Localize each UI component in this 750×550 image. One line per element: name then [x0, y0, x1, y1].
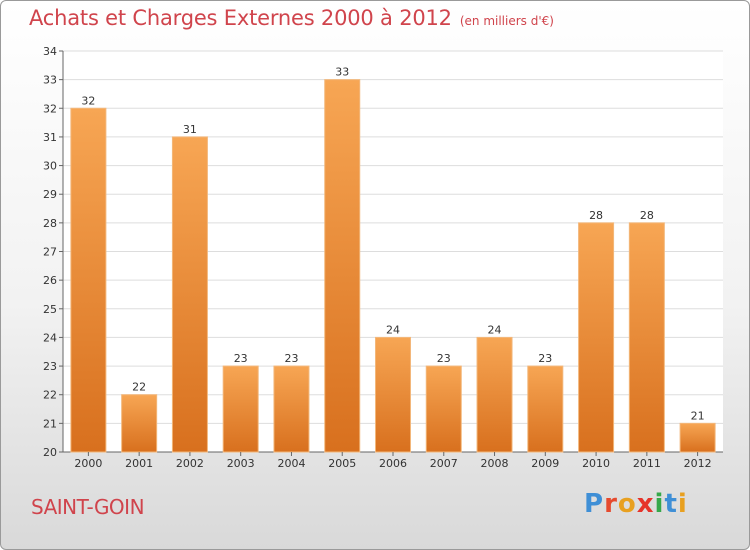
town-name: SAINT-GOIN — [31, 495, 145, 519]
data-label: 23 — [284, 352, 298, 365]
y-tick-label: 26 — [43, 274, 57, 287]
y-tick-label: 33 — [43, 74, 57, 87]
bar — [527, 365, 564, 453]
x-tick-label: 2009 — [531, 457, 559, 470]
proxiti-logo[interactable]: Proxiti — [584, 489, 688, 519]
y-tick-label: 22 — [43, 389, 57, 402]
logo-letter: i — [654, 489, 665, 519]
bar — [375, 336, 411, 453]
y-tick-label: 25 — [43, 303, 57, 316]
x-tick-label: 2008 — [481, 457, 509, 470]
data-label: 33 — [335, 66, 349, 79]
x-tick-label: 2005 — [328, 457, 356, 470]
bar — [628, 222, 665, 453]
x-tick-label: 2011 — [633, 457, 661, 470]
y-tick-label: 24 — [43, 331, 57, 344]
x-tick-label: 2003 — [227, 457, 255, 470]
bar — [171, 136, 208, 453]
bar — [476, 336, 513, 453]
chart-subtitle: (en milliers d'€) — [459, 14, 554, 28]
logo-letter: i — [677, 489, 688, 519]
logo-letter: t — [664, 489, 678, 519]
bar — [273, 365, 310, 453]
bar — [425, 365, 462, 453]
chart-title: Achats et Charges Externes 2000 à 2012 (e… — [29, 6, 554, 30]
y-tick-label: 21 — [43, 417, 57, 430]
x-tick-label: 2004 — [277, 457, 305, 470]
x-tick-label: 2012 — [684, 457, 712, 470]
y-tick-label: 20 — [43, 446, 57, 459]
data-label: 23 — [437, 352, 451, 365]
y-tick-label: 30 — [43, 160, 57, 173]
bar — [121, 394, 158, 453]
data-label: 24 — [386, 323, 400, 336]
data-label: 28 — [640, 209, 654, 222]
y-tick-label: 28 — [43, 217, 57, 230]
bar — [324, 79, 361, 453]
x-tick-label: 2007 — [430, 457, 458, 470]
bar — [679, 422, 716, 453]
data-label: 21 — [691, 409, 705, 422]
logo-letter: r — [604, 489, 618, 519]
y-tick-label: 32 — [43, 102, 57, 115]
y-tick-label: 27 — [43, 246, 57, 259]
x-tick-label: 2010 — [582, 457, 610, 470]
logo-letter: P — [584, 489, 605, 519]
bar — [222, 365, 259, 453]
y-tick-label: 29 — [43, 188, 57, 201]
y-tick-label: 34 — [43, 45, 57, 58]
logo-letter: x — [636, 489, 655, 519]
x-tick-label: 2001 — [125, 457, 153, 470]
x-tick-label: 2006 — [379, 457, 407, 470]
bar — [578, 222, 615, 453]
data-label: 32 — [81, 94, 95, 107]
y-tick-label: 23 — [43, 360, 57, 373]
chart-title-text: Achats et Charges Externes 2000 à 2012 — [29, 6, 452, 30]
data-label: 23 — [538, 352, 552, 365]
data-label: 22 — [132, 381, 146, 394]
data-label: 28 — [589, 209, 603, 222]
x-tick-label: 2000 — [74, 457, 102, 470]
logo-letter: o — [617, 489, 637, 519]
x-tick-label: 2002 — [176, 457, 204, 470]
data-label: 24 — [488, 323, 502, 336]
y-tick-label: 31 — [43, 131, 57, 144]
data-label: 31 — [183, 123, 197, 136]
bar — [70, 107, 107, 453]
data-label: 23 — [234, 352, 248, 365]
